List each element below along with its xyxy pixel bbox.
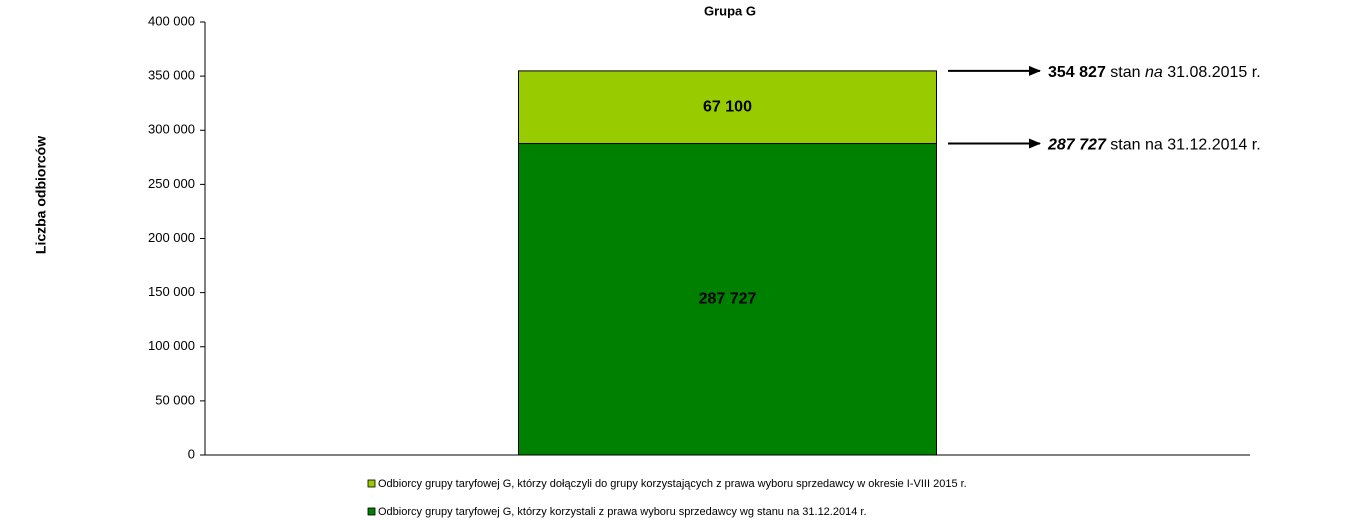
annotation: 354 827 stan na 31.08.2015 r. bbox=[1048, 64, 1261, 81]
annotation-value: 354 827 bbox=[1048, 64, 1106, 81]
legend-label: Odbiorcy grupy taryfowej G, którzy dołąc… bbox=[378, 478, 967, 490]
y-tick-label: 100 000 bbox=[148, 338, 195, 353]
y-tick-label: 50 000 bbox=[155, 392, 195, 407]
annotation-text: 31.08.2015 r. bbox=[1163, 64, 1261, 81]
value-label: 67 100 bbox=[703, 98, 752, 115]
y-tick-label: 0 bbox=[188, 446, 195, 461]
annotation-text: na bbox=[1145, 64, 1163, 81]
y-tick-label: 350 000 bbox=[148, 68, 195, 83]
annotation-value: 287 727 bbox=[1047, 137, 1107, 154]
y-axis-label: Liczba odbiorców bbox=[33, 136, 49, 254]
legend-swatch bbox=[367, 507, 376, 516]
bar-segment bbox=[518, 70, 937, 145]
y-tick-label: 150 000 bbox=[148, 284, 195, 299]
bar-segment bbox=[518, 143, 937, 456]
annotation: 287 727 stan na 31.12.2014 r. bbox=[1047, 137, 1261, 154]
annotation-text: stan bbox=[1106, 64, 1145, 81]
y-tick-label: 300 000 bbox=[148, 122, 195, 137]
legend-swatch bbox=[367, 479, 376, 488]
y-tick-label: 250 000 bbox=[148, 176, 195, 191]
y-tick-label: 200 000 bbox=[148, 230, 195, 245]
value-label: 287 727 bbox=[699, 290, 757, 307]
y-tick-label: 400 000 bbox=[148, 13, 195, 28]
legend-label: Odbiorcy grupy taryfowej G, którzy korzy… bbox=[378, 506, 867, 518]
annotation-text: stan na 31.12.2014 r. bbox=[1106, 137, 1261, 154]
chart-title: Grupa G bbox=[704, 3, 756, 18]
